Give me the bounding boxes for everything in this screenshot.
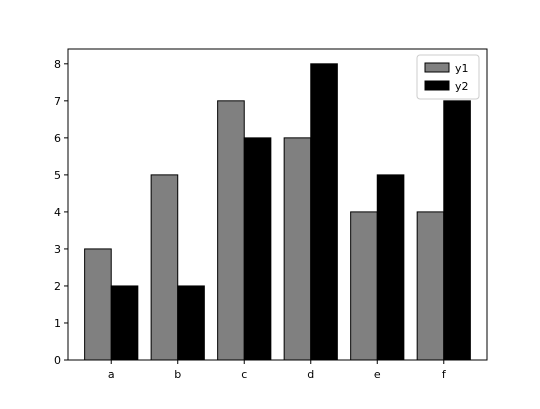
y-tick-label-0: 0 xyxy=(54,354,61,367)
legend-label-y2: y2 xyxy=(455,80,469,93)
bar-y2-d xyxy=(310,63,338,361)
bar-y2-e xyxy=(376,174,405,361)
x-tick-label-e: e xyxy=(374,368,381,381)
y-tick-label-1: 1 xyxy=(54,317,61,330)
plot-frame xyxy=(67,48,488,361)
bars-group xyxy=(84,63,471,361)
legend-swatch-y2 xyxy=(424,80,450,91)
y-axis: 0 1 2 3 4 5 6 7 8 xyxy=(54,58,68,367)
bar-y1-c xyxy=(217,100,245,361)
bar-y1-b xyxy=(150,174,179,361)
bar-y1-e xyxy=(350,211,378,361)
bar-y1-f xyxy=(416,211,445,361)
legend-label-y1: y1 xyxy=(455,62,469,75)
bar-y2-a xyxy=(110,285,139,361)
bar-y1-d xyxy=(283,137,312,361)
x-tick-label-d: d xyxy=(307,368,314,381)
y-tick-label-4: 4 xyxy=(54,206,61,219)
y-tick-label-3: 3 xyxy=(54,243,61,256)
bar-y2-b xyxy=(177,285,205,361)
x-tick-label-f: f xyxy=(442,368,447,381)
x-tick-label-b: b xyxy=(174,368,181,381)
y-tick-label-7: 7 xyxy=(54,95,61,108)
y-tick-label-2: 2 xyxy=(54,280,61,293)
bar-y2-f xyxy=(443,100,471,361)
x-tick-label-c: c xyxy=(241,368,247,381)
x-tick-label-a: a xyxy=(108,368,115,381)
y-tick-label-5: 5 xyxy=(54,169,61,182)
y-tick-label-6: 6 xyxy=(54,132,61,145)
legend-box xyxy=(416,54,480,100)
bar-y2-c xyxy=(243,137,272,361)
x-axis: a b c d e f xyxy=(108,360,447,381)
legend-swatch-y1 xyxy=(424,62,450,73)
y-tick-label-8: 8 xyxy=(54,58,61,71)
bar-y1-a xyxy=(84,248,112,361)
